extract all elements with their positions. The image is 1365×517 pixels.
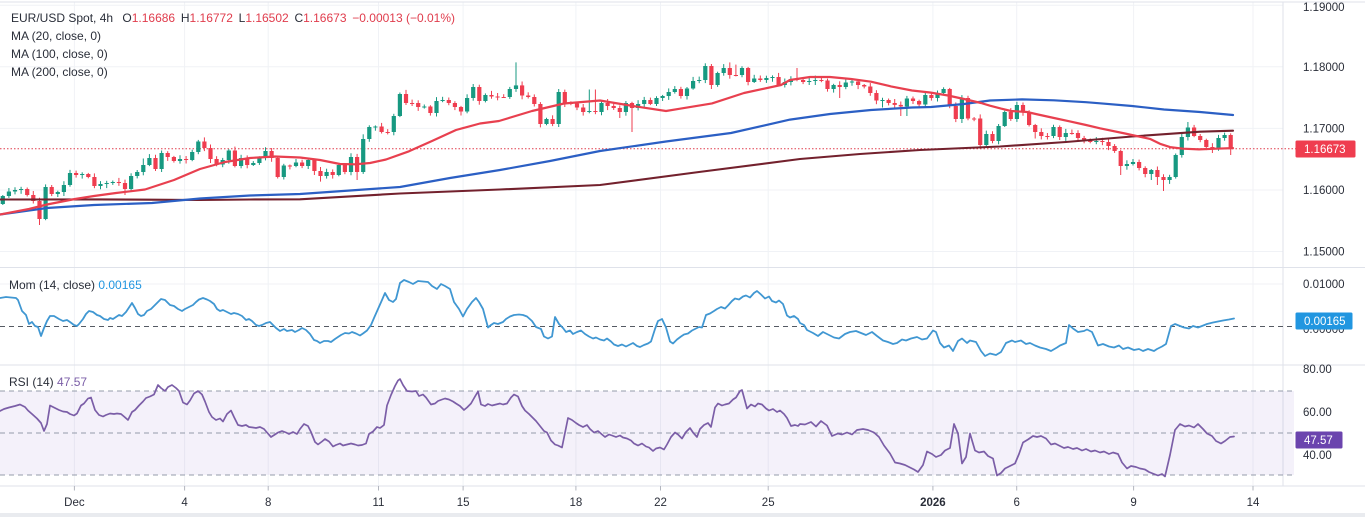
svg-text:1.15000: 1.15000	[1303, 247, 1345, 259]
svg-text:RSI (14) 47.57: RSI (14) 47.57	[9, 375, 87, 389]
svg-text:EUR/USD Spot, 4h O1.16686 H1: EUR/USD Spot, 4h O1.16686 H1.16772 L1.16…	[11, 11, 455, 25]
svg-text:4: 4	[181, 497, 188, 509]
svg-text:1.18000: 1.18000	[1303, 62, 1345, 74]
svg-text:25: 25	[762, 497, 775, 509]
svg-text:8: 8	[265, 497, 271, 509]
svg-text:Mom (14, close) 0.00165: Mom (14, close) 0.00165	[9, 278, 142, 292]
svg-text:0.01000: 0.01000	[1303, 279, 1345, 291]
svg-text:MA (100, close, 0): MA (100, close, 0)	[11, 47, 108, 61]
svg-text:80.00: 80.00	[1303, 364, 1332, 376]
svg-text:11: 11	[373, 497, 385, 509]
svg-text:18: 18	[570, 497, 583, 509]
svg-text:6: 6	[1013, 497, 1019, 509]
svg-text:2026: 2026	[920, 497, 946, 509]
svg-text:14: 14	[1247, 497, 1260, 509]
svg-text:9: 9	[1130, 497, 1136, 509]
svg-text:1.16673: 1.16673	[1304, 144, 1346, 156]
svg-text:1.17000: 1.17000	[1303, 123, 1345, 135]
svg-text:1.19000: 1.19000	[1303, 2, 1345, 14]
svg-text:MA (200, close, 0): MA (200, close, 0)	[11, 65, 108, 79]
svg-text:47.57: 47.57	[1304, 435, 1333, 447]
svg-text:1.16000: 1.16000	[1303, 185, 1345, 197]
svg-text:40.00: 40.00	[1303, 450, 1332, 462]
svg-text:22: 22	[654, 497, 667, 509]
svg-text:15: 15	[457, 497, 470, 509]
svg-text:MA (20, close, 0): MA (20, close, 0)	[11, 29, 101, 43]
svg-text:0.00165: 0.00165	[1304, 316, 1346, 328]
svg-text:60.00: 60.00	[1303, 407, 1332, 419]
svg-text:Dec: Dec	[64, 497, 85, 509]
